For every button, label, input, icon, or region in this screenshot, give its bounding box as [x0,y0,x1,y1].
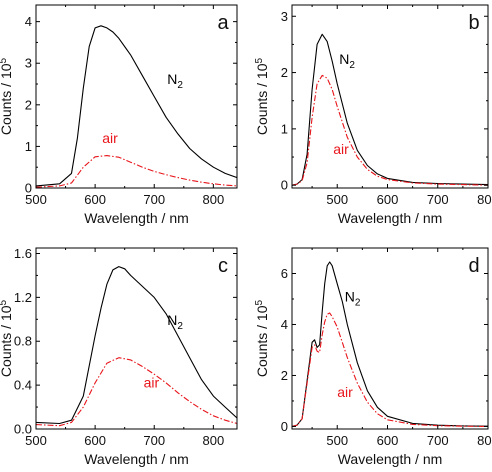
y-tick-label: 0 [281,178,288,193]
y-tick-label: 3 [281,9,288,24]
air-annotation: air [144,374,160,390]
y-tick-label: 2 [25,97,32,112]
panel-label: d [468,255,479,277]
y-tick-label: 1 [25,139,32,154]
x-tick-label: 800 [477,433,492,448]
x-tick-label: 800 [477,192,492,207]
x-tick-label: 800 [203,433,225,448]
y-tick-label: 1.2 [14,290,32,305]
n2-annotation: N2 [339,51,355,71]
x-axis-label: Wavelength / nm [338,210,443,226]
y-axis-label: Counts / 105 [0,57,14,135]
y-tick-label: 0.4 [14,378,32,393]
series-line-n2 [292,33,488,186]
panel-d: 500 600 700 800 0 2 4 6 Wavelength / nm Counts / … [254,247,492,467]
x-tick-label: 500 [25,192,47,207]
y-tick-label: 1.6 [14,246,32,261]
y-axis-label: Counts / 105 [254,299,270,377]
y-tick-label: 0.8 [14,334,32,349]
x-tick-label: 800 [203,192,225,207]
y-tick-label: 4 [25,14,32,29]
x-tick-label: 500 [25,433,47,448]
panel-b: 500 600 700 800 0 1 2 3 Wavelength / nm Counts / … [254,4,492,226]
panel-label: c [218,255,228,277]
series-line-n2 [36,266,237,425]
y-tick-label: 0 [25,181,32,196]
y-tick-label: 6 [281,266,288,281]
panel-label: b [468,12,479,34]
y-tick-label: 2 [281,65,288,80]
x-tick-label: 500 [326,433,348,448]
plot-frame [291,247,489,430]
air-annotation: air [102,130,118,146]
panel-label: a [217,12,229,34]
plot-frame [291,4,489,189]
y-tick-label: 0.0 [14,422,32,437]
x-axis-label: Wavelength / nm [84,451,189,467]
air-annotation: air [333,141,349,157]
series-line-air [36,357,237,427]
y-tick-label: 2 [281,368,288,383]
n2-annotation: N2 [345,289,361,309]
series-line-air [292,312,488,428]
y-axis-label: Counts / 105 [254,57,270,135]
y-tick-label: 3 [25,56,32,71]
y-tick-label: 0 [281,419,288,434]
series-line-air [292,74,488,186]
y-tick-label: 1 [281,121,288,136]
y-axis-label: Counts / 105 [0,299,14,377]
series-line-n2 [36,25,237,187]
x-tick-label: 600 [84,192,106,207]
y-tick-label: 4 [281,317,288,332]
x-tick-label: 600 [84,433,106,448]
x-tick-label: 700 [143,433,165,448]
panel-a: 500 600 700 800 0 1 2 3 4 Wavelength / nm Counts /… [0,4,238,226]
x-tick-label: 600 [377,192,399,207]
x-tick-label: 700 [143,192,165,207]
x-tick-label: 700 [427,192,449,207]
plot-frame [35,4,238,189]
x-tick-label: 500 [326,192,348,207]
x-tick-label: 700 [427,433,449,448]
plot-frame [35,247,238,430]
x-tick-label: 600 [377,433,399,448]
x-axis-label: Wavelength / nm [338,451,443,467]
series-line-air [36,155,237,188]
n2-annotation: N2 [167,312,183,332]
n2-annotation: N2 [167,71,183,91]
series-line-n2 [292,261,488,428]
air-annotation: air [337,384,353,400]
x-axis-label: Wavelength / nm [84,210,189,226]
panel-c: 500 600 700 800 0.0 0.4 0.8 1.2 1.6 Wavelength / … [0,246,238,467]
